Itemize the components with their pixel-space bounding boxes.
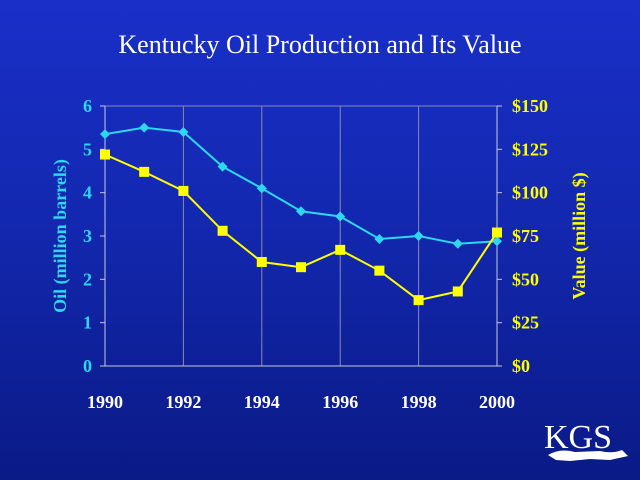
- data-point: [492, 227, 502, 238]
- data-point: [452, 286, 463, 297]
- data-point: [452, 238, 463, 249]
- data-point: [178, 185, 189, 196]
- y-right-tick-label: $125: [512, 139, 548, 159]
- y-right-tick-label: $50: [512, 269, 539, 289]
- y-right-tick-label: $0: [512, 356, 530, 376]
- data-point: [413, 231, 424, 241]
- series-line-oil: [104, 126, 498, 245]
- data-point: [139, 166, 150, 177]
- gridlines: [104, 106, 498, 366]
- y-left-tick-label: 1: [83, 313, 92, 333]
- data-point: [296, 262, 306, 273]
- data-point: [256, 183, 267, 194]
- data-point: [217, 225, 228, 236]
- y-right-tick-label: $75: [512, 226, 539, 246]
- data-point: [100, 129, 110, 140]
- data-point: [374, 234, 385, 245]
- y-left-tick-label: 0: [83, 356, 92, 376]
- data-point: [335, 244, 346, 255]
- y-right-tick-label: $100: [512, 183, 548, 203]
- kgs-logo: KGS: [544, 419, 628, 461]
- x-tick-label: 2000: [479, 392, 515, 412]
- x-tick-label: 1994: [244, 392, 280, 412]
- data-point: [335, 211, 346, 222]
- y-right-tick-label: $25: [512, 313, 539, 333]
- data-point: [100, 149, 110, 160]
- data-point: [139, 122, 150, 133]
- y-left-tick-label: 6: [83, 96, 92, 116]
- y-left-tick-label: 5: [83, 139, 92, 159]
- data-point: [296, 206, 306, 217]
- data-point: [256, 257, 267, 267]
- y-left-tick-label: 3: [83, 226, 92, 246]
- y-axis-right-label: Value (million $): [569, 172, 590, 299]
- plot-area: [104, 105, 498, 367]
- chart-title: Kentucky Oil Production and Its Value: [118, 30, 521, 59]
- series-line-value: [104, 153, 498, 302]
- kentucky-map-icon: [548, 450, 628, 461]
- data-point: [374, 265, 385, 276]
- data-point: [413, 295, 424, 306]
- x-tick-label: 1990: [87, 392, 123, 412]
- tick-labels: 0 1 2 3 4 5 6 $0 $25 $50 $75 $100 $125 $150 1990 1992 19…: [83, 96, 548, 412]
- data-point: [217, 161, 228, 172]
- y-right-tick-label: $150: [512, 96, 548, 116]
- data-point: [492, 236, 502, 247]
- series: [100, 122, 502, 306]
- x-tick-label: 1996: [322, 392, 358, 412]
- y-axis-left-label: Oil (million barrels): [50, 159, 71, 313]
- x-tick-label: 1998: [401, 392, 437, 412]
- y-left-tick-label: 2: [83, 269, 92, 289]
- x-tick-label: 1992: [165, 392, 201, 412]
- data-point: [178, 127, 189, 137]
- axes: [100, 105, 502, 367]
- kgs-logo-text: KGS: [544, 419, 612, 456]
- y-left-tick-label: 4: [83, 183, 92, 203]
